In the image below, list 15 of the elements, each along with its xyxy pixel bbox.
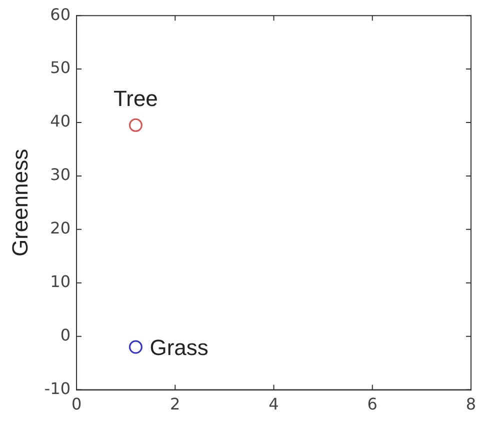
x-tick-label: 6	[367, 394, 378, 414]
y-tick-label: 60	[50, 4, 71, 24]
y-tick-label: 30	[50, 165, 71, 184]
annotation: Tree	[113, 86, 158, 112]
y-tick-label: 0	[60, 326, 71, 344]
x-tick-label: 4	[268, 394, 279, 414]
y-tick-label: 10	[50, 272, 71, 292]
annotation: Grass	[150, 335, 208, 360]
x-tick-label: 2	[170, 394, 180, 414]
y-tick-label: 40	[50, 112, 71, 131]
y-tick-label: -10	[44, 378, 71, 398]
y-axis-title: Greenness	[7, 148, 32, 257]
x-tick-label: 8	[466, 394, 476, 414]
y-tick-label: 50	[50, 58, 71, 78]
y-tick-label: 20	[50, 218, 71, 238]
